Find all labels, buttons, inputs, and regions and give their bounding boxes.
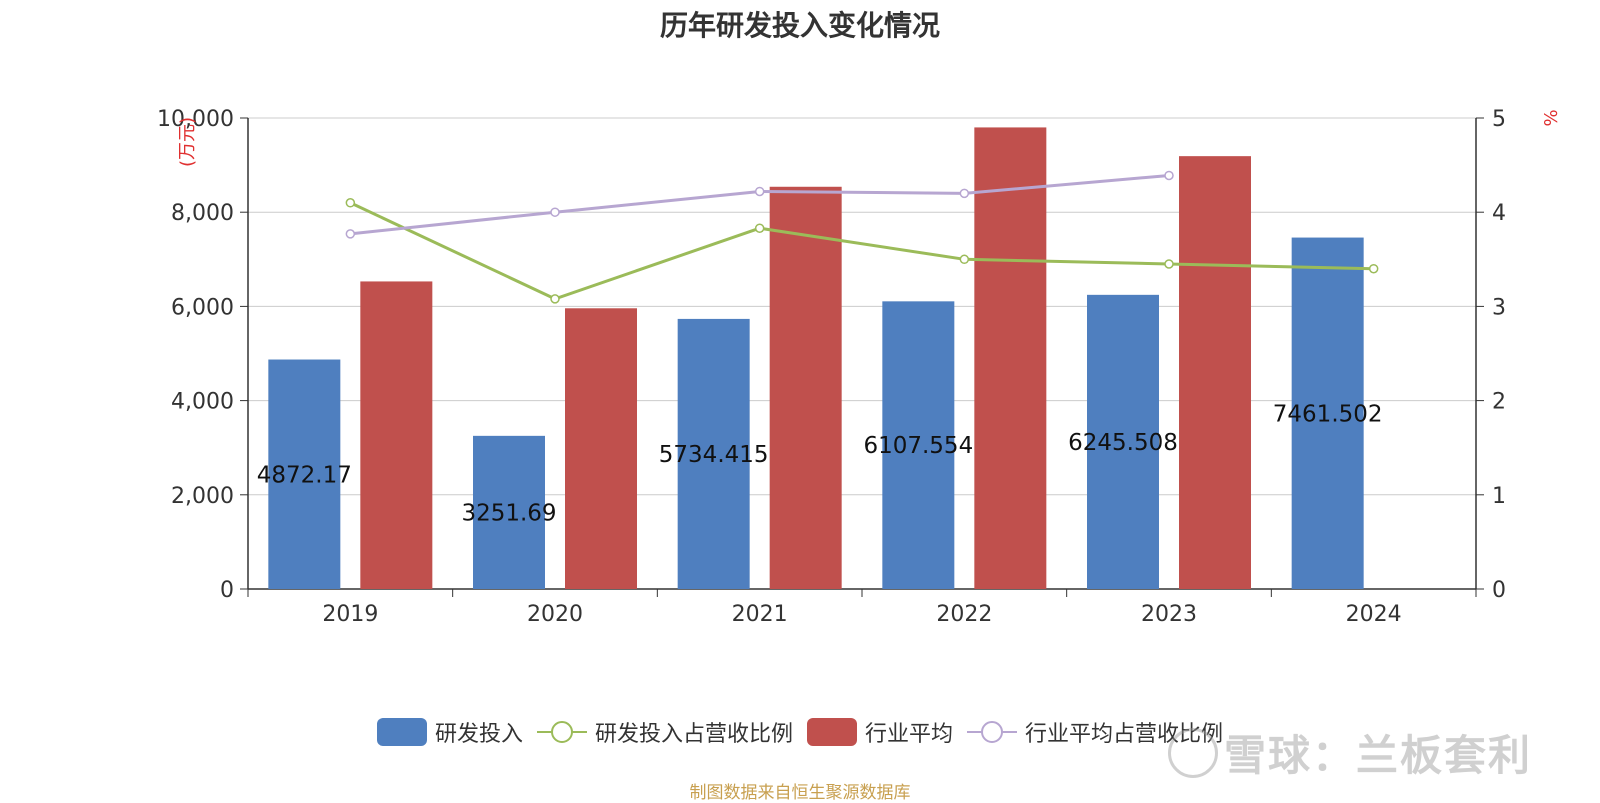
y-left-tick-label: 0 [220, 578, 234, 603]
line-point [550, 207, 560, 217]
legend-label: 研发投入占营收比例 [594, 722, 793, 747]
line-point [754, 186, 765, 197]
bar-rd [1087, 294, 1159, 589]
bar-data-label: 7461.502 [1273, 401, 1383, 427]
x-tick-label: 2021 [732, 602, 788, 627]
y-right-tick-label: 0 [1492, 578, 1506, 603]
bar-data-label: 4872.17 [257, 462, 352, 488]
line-point [1164, 170, 1174, 181]
legend-swatch-industry [807, 718, 857, 746]
line-point [959, 254, 970, 265]
legend-label: 行业平均 [865, 722, 954, 747]
y-right-tick-label: 5 [1492, 107, 1506, 132]
bar-data-label: 5734.415 [659, 442, 769, 468]
x-tick-label: 2019 [322, 602, 378, 627]
y-right-tick-label: 2 [1492, 390, 1506, 415]
legend-swatch-industry-ratio [967, 718, 1018, 746]
y-left-tick-label: 8,000 [171, 201, 234, 226]
legend-swatch-rd-ratio [536, 718, 587, 746]
snowball-logo-icon [1168, 727, 1218, 778]
source-note: 制图数据来自恒生聚源数据库 [689, 783, 911, 803]
bar-rd [268, 359, 341, 589]
x-tick-label: 2024 [1346, 602, 1402, 627]
legend-item-rd-ratio[interactable]: 研发投入占营收比例 [536, 716, 793, 748]
line-point [959, 188, 970, 199]
y-right-tick-label: 3 [1492, 295, 1506, 320]
line-point [345, 198, 356, 208]
watermark-text: 雪球：兰板套利 [1224, 731, 1533, 780]
line-rd-ratio [349, 201, 1374, 301]
line-point [1368, 263, 1379, 274]
bar-data-label: 6245.508 [1068, 430, 1178, 456]
line-point [754, 223, 765, 233]
y-right-tick-label: 1 [1492, 484, 1506, 509]
bar-industry [769, 186, 842, 590]
bar-rd [677, 318, 750, 589]
y-left-tick-label: 6,000 [171, 295, 234, 320]
y-left-unit-label: (万元) [177, 117, 198, 167]
line-point [550, 294, 560, 304]
bar-data-label: 3251.69 [461, 500, 556, 526]
x-tick-label: 2022 [936, 602, 992, 627]
legend-label: 研发投入 [434, 722, 523, 747]
legend-swatch-rd [376, 718, 427, 746]
bar-rd [882, 301, 955, 589]
bar-rd [1291, 237, 1364, 589]
bar-rd [473, 435, 545, 589]
y-left-tick-label: 2,000 [171, 484, 234, 509]
x-tick-label: 2023 [1141, 602, 1197, 627]
line-point [345, 229, 356, 239]
bar-industry [974, 127, 1047, 590]
legend-item-rd[interactable]: 研发投入 [376, 716, 523, 748]
chart-area: 0 2,000 4,000 6,000 8,000 10,000 0 1 2 3 4 5 (万元) % 20… [157, 107, 1562, 627]
bar-data-label: 6107.554 [863, 433, 973, 459]
y-right-tick-label: 4 [1492, 201, 1506, 226]
y-left-tick-label: 10,000 [157, 107, 234, 132]
x-tick-label: 2020 [527, 602, 583, 627]
y-left-tick-label: 4,000 [171, 390, 234, 415]
legend-item-industry[interactable]: 行业平均 [807, 716, 953, 748]
watermark: 雪球：兰板套利 [1168, 722, 1532, 783]
bar-industry [565, 308, 637, 589]
bar-industry [1179, 156, 1251, 589]
chart-title: 历年研发投入变化情况 [659, 9, 940, 42]
y-right-unit-label: % [1541, 109, 1562, 126]
bar-industry [360, 281, 433, 589]
line-point [1164, 259, 1174, 269]
